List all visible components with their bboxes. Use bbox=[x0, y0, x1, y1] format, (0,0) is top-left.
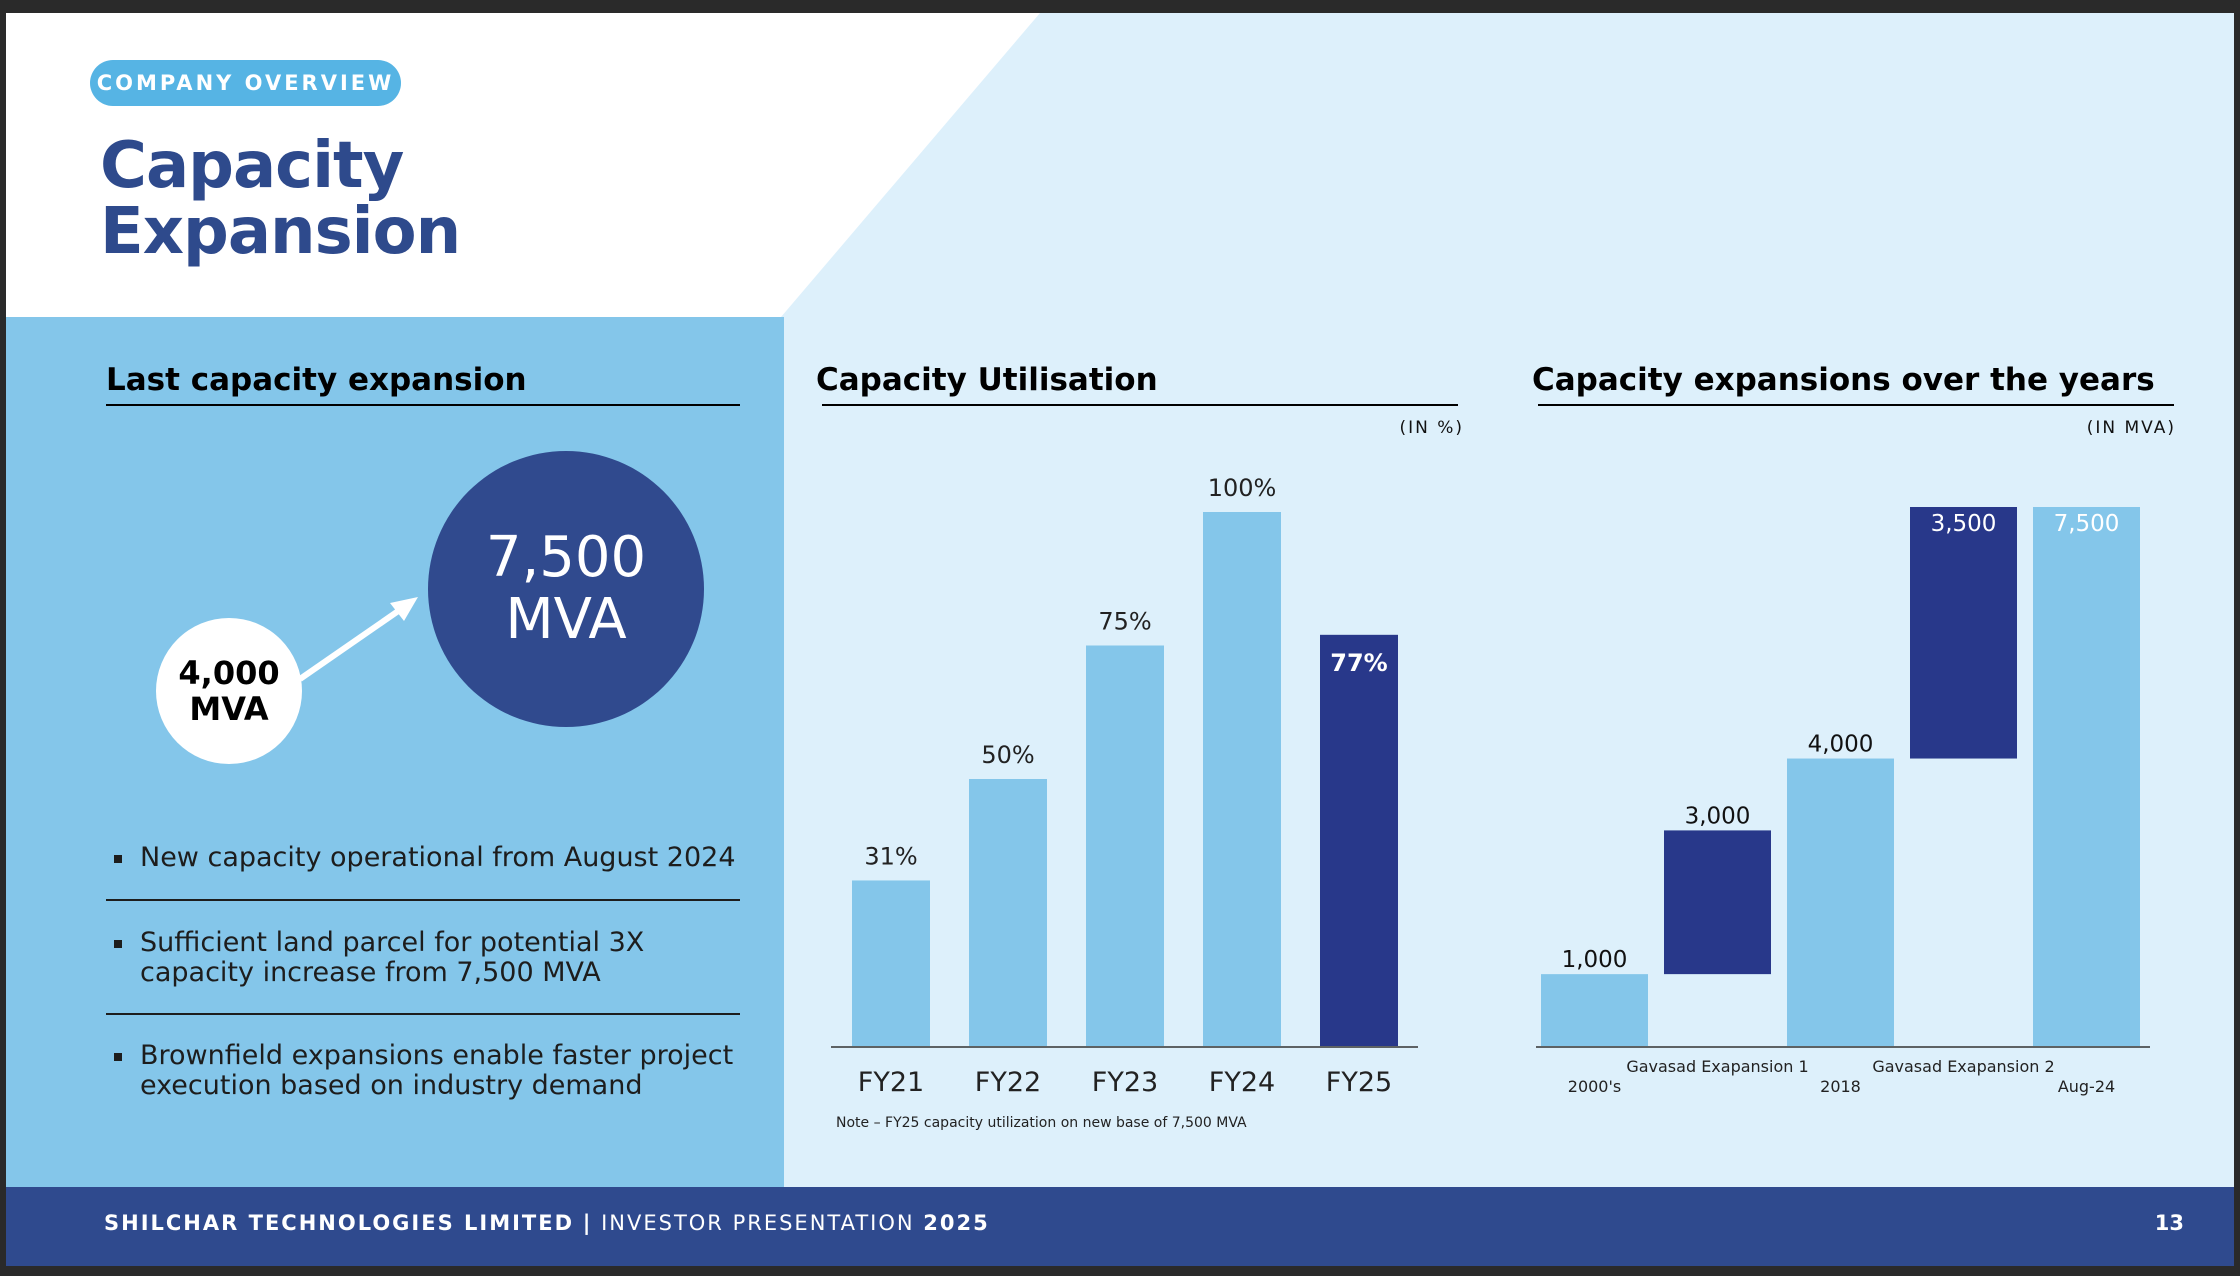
old-capacity-unit: MVA bbox=[189, 690, 269, 728]
footer-text: SHILCHAR TECHNOLOGIES LIMITED | INVESTOR… bbox=[104, 1211, 990, 1235]
footer-presentation: INVESTOR PRESENTATION bbox=[601, 1211, 915, 1235]
footer: SHILCHAR TECHNOLOGIES LIMITED | INVESTOR… bbox=[6, 1187, 2234, 1266]
utilisation-bar bbox=[1320, 634, 1398, 1046]
bullet-list: New capacity operational from August 202… bbox=[106, 843, 740, 1101]
expansions-heading: Capacity expansions over the years bbox=[1532, 362, 2155, 398]
expansions-value-label: 7,500 bbox=[2054, 511, 2120, 537]
utilisation-value-label: 31% bbox=[864, 842, 917, 870]
old-capacity-circle: 4,000 MVA bbox=[156, 618, 302, 764]
old-capacity-value: 4,000 bbox=[178, 654, 280, 692]
utilisation-bar bbox=[1203, 512, 1281, 1046]
expansions-bar bbox=[2033, 507, 2140, 1046]
expansions-bar bbox=[1541, 974, 1648, 1046]
utilisation-rule bbox=[822, 404, 1458, 406]
slide: COMPANY OVERVIEW Capacity Expansion Last… bbox=[6, 13, 2234, 1266]
bullet-item: Brownfield expansions enable faster proj… bbox=[106, 1041, 740, 1101]
utilisation-unit: (IN %) bbox=[1399, 418, 1464, 438]
expansions-value-label: 1,000 bbox=[1562, 947, 1628, 973]
expansions-bar bbox=[1787, 758, 1894, 1046]
expansions-value-label: 3,000 bbox=[1685, 803, 1751, 829]
utilisation-category-label: FY21 bbox=[858, 1067, 924, 1098]
utilisation-value-label: 50% bbox=[981, 741, 1034, 769]
expansions-bar bbox=[1664, 830, 1771, 975]
utilisation-category-label: FY24 bbox=[1209, 1067, 1275, 1098]
expansions-bar bbox=[1910, 507, 2017, 759]
title-line-2: Expansion bbox=[100, 195, 461, 269]
utilisation-value-label: 77% bbox=[1330, 649, 1387, 677]
footer-separator: | bbox=[582, 1211, 593, 1235]
new-capacity-circle: 7,500 MVA bbox=[428, 451, 704, 727]
expansions-category-label: Aug-24 bbox=[2058, 1077, 2115, 1096]
expansions-value-label: 3,500 bbox=[1931, 511, 1997, 537]
last-expansion-rule bbox=[106, 404, 740, 406]
expansions-rule bbox=[1538, 404, 2174, 406]
section-pill: COMPANY OVERVIEW bbox=[90, 60, 401, 106]
new-capacity-unit: MVA bbox=[505, 587, 627, 652]
expansions-category-label: Gavasad Exapansion 1 bbox=[1626, 1057, 1808, 1076]
growth-arrow-icon bbox=[298, 597, 418, 682]
expansions-unit: (IN MVA) bbox=[2086, 418, 2176, 438]
expansions-chart: 1,000 2000's 3,000 Gavasad Exapansion 1 4,00… bbox=[1536, 507, 2150, 1096]
utilisation-note: Note – FY25 capacity utilization on new … bbox=[836, 1115, 1247, 1131]
footer-company: SHILCHAR TECHNOLOGIES LIMITED bbox=[104, 1211, 575, 1235]
utilisation-value-label: 75% bbox=[1098, 608, 1151, 636]
utilisation-category-label: FY23 bbox=[1092, 1067, 1158, 1098]
bullet-divider bbox=[106, 1013, 740, 1015]
expansions-category-label: 2000's bbox=[1568, 1077, 1621, 1096]
utilisation-value-label: 100% bbox=[1208, 474, 1277, 502]
bullet-divider bbox=[106, 899, 740, 901]
page-number: 13 bbox=[2154, 1211, 2184, 1235]
utilisation-bar bbox=[1086, 645, 1164, 1046]
last-expansion-heading: Last capacity expansion bbox=[106, 362, 527, 398]
expansions-value-label: 4,000 bbox=[1808, 732, 1874, 758]
utilisation-heading: Capacity Utilisation bbox=[816, 362, 1158, 398]
bullet-item: New capacity operational from August 202… bbox=[106, 843, 740, 905]
expansions-category-label: 2018 bbox=[1820, 1077, 1861, 1096]
bullet-item: Sufficient land parcel for potential 3X … bbox=[106, 928, 740, 1018]
utilisation-category-label: FY25 bbox=[1326, 1067, 1392, 1098]
utilisation-bar bbox=[969, 779, 1047, 1046]
utilisation-chart: 31% FY21 50% FY22 75% FY23 100% FY24 77% FY25 bbox=[831, 474, 1418, 1098]
footer-year: 2025 bbox=[923, 1211, 990, 1235]
utilisation-bar bbox=[852, 880, 930, 1046]
page-title: Capacity Expansion bbox=[100, 133, 461, 265]
left-panel bbox=[6, 317, 784, 1187]
new-capacity-value: 7,500 bbox=[485, 525, 647, 590]
expansions-category-label: Gavasad Exapansion 2 bbox=[1872, 1057, 2054, 1076]
title-line-1: Capacity bbox=[100, 129, 404, 203]
utilisation-category-label: FY22 bbox=[975, 1067, 1041, 1098]
